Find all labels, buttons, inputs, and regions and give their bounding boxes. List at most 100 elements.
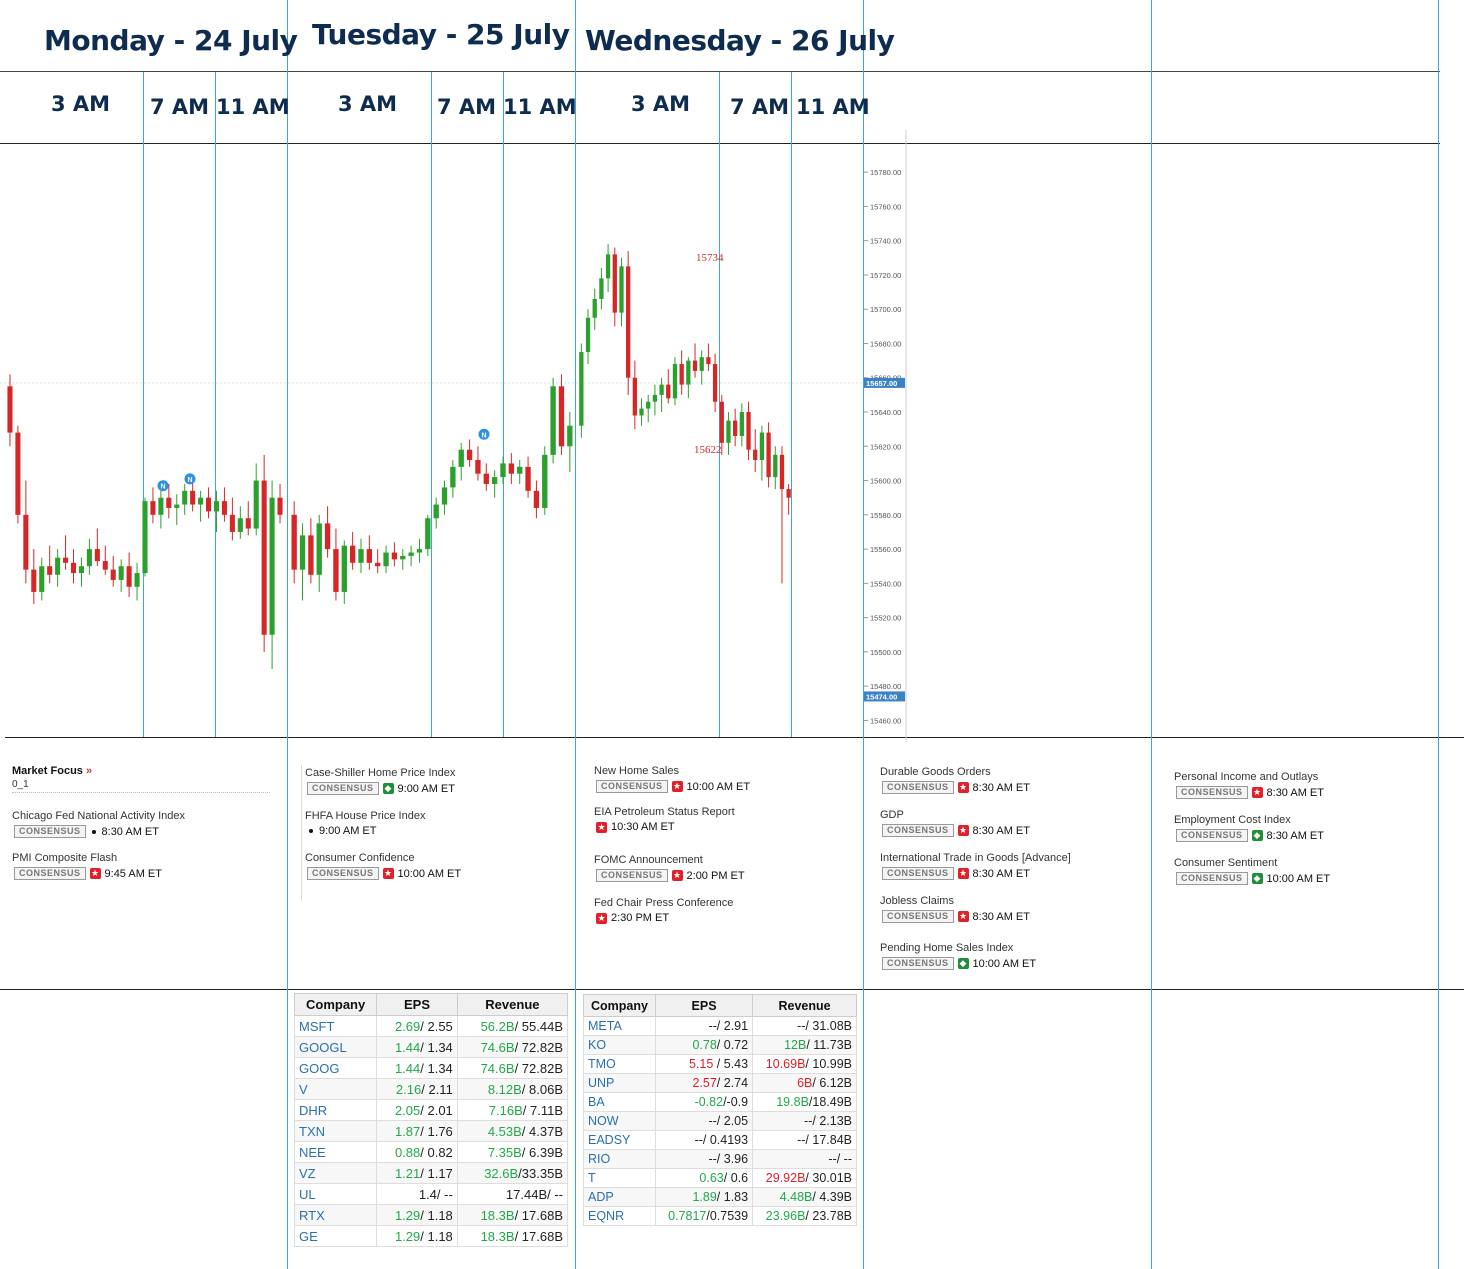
eps-estimate: / -- (436, 1186, 453, 1202)
y-tick-label: 15580.00 (870, 511, 901, 520)
day-title-monday: Monday - 24 July (44, 24, 298, 57)
candle-body (786, 489, 791, 498)
event-name[interactable]: Pending Home Sales Index (880, 942, 1014, 954)
event-name[interactable]: EIA Petroleum Status Report (594, 806, 735, 818)
ticker-link[interactable]: T (588, 1171, 596, 1185)
event-name[interactable]: Durable Goods Orders (880, 766, 991, 778)
consensus-button[interactable]: CONSENSUS (596, 869, 668, 882)
ticker-link[interactable]: V (299, 1081, 308, 1097)
consensus-button[interactable]: CONSENSUS (1176, 872, 1248, 885)
ticker-link[interactable]: NOW (588, 1114, 619, 1128)
ticker-link[interactable]: VZ (299, 1165, 316, 1181)
event-name[interactable]: International Trade in Goods [Advance] (880, 852, 1071, 864)
col-eps: EPS (376, 993, 458, 1016)
ticker-link[interactable]: EADSY (588, 1133, 631, 1147)
revenue-estimate: / 6.39B (521, 1144, 563, 1160)
event-name[interactable]: Consumer Sentiment (1174, 857, 1278, 869)
col-revenue: Revenue (752, 994, 857, 1017)
event-name[interactable]: Jobless Claims (880, 895, 954, 907)
time-label: 11 AM (216, 95, 290, 119)
eps-actual: 1.44 (394, 1060, 421, 1076)
candle-body (166, 497, 172, 508)
event-name[interactable]: Consumer Confidence (305, 852, 415, 864)
eps-estimate: / 2.05 (716, 1114, 749, 1128)
revenue-estimate: / 10.99B (805, 1057, 852, 1071)
consensus-button[interactable]: CONSENSUS (1176, 786, 1248, 799)
ticker-link[interactable]: UNP (588, 1076, 615, 1090)
consensus-button[interactable]: CONSENSUS (882, 957, 954, 970)
consensus-button[interactable]: CONSENSUS (307, 782, 379, 795)
candle-body (383, 552, 389, 567)
candle-body (55, 557, 61, 575)
candle-body (433, 504, 439, 519)
candle-body (63, 557, 69, 563)
eps-estimate: / 1.76 (420, 1123, 453, 1139)
revenue-actual: 29.92B (765, 1171, 806, 1185)
revenue-actual: -- (804, 1114, 813, 1128)
revenue-actual: 18.3B (480, 1207, 515, 1223)
candle-body (450, 466, 456, 488)
ticker-link[interactable]: ADP (588, 1190, 614, 1204)
event-name[interactable]: Employment Cost Index (1174, 814, 1291, 826)
ticker-link[interactable]: RIO (588, 1152, 611, 1166)
consensus-button[interactable]: CONSENSUS (307, 867, 379, 880)
ticker-link[interactable]: GE (299, 1228, 318, 1244)
revenue-estimate: / 7.11B (522, 1102, 563, 1118)
ticker-link[interactable]: MSFT (299, 1018, 335, 1034)
event-time: 8:30 AM ET (972, 781, 1030, 794)
ticker-link[interactable]: GOOG (299, 1060, 340, 1076)
day-separator (287, 0, 288, 1269)
event-name[interactable]: Case-Shiller Home Price Index (305, 767, 456, 779)
revenue-estimate: / 23.78B (805, 1209, 852, 1223)
consensus-button[interactable]: CONSENSUS (882, 824, 954, 837)
ticker-link[interactable]: DHR (299, 1102, 328, 1118)
consensus-button[interactable]: CONSENSUS (882, 910, 954, 923)
candle-body (550, 386, 556, 455)
event-time: 9:00 AM ET (397, 782, 455, 795)
y-tick-label: 15600.00 (870, 477, 901, 486)
ticker-link[interactable]: RTX (299, 1207, 325, 1223)
ticker-link[interactable]: KO (588, 1038, 607, 1052)
event-time: 10:00 AM ET (1266, 872, 1331, 885)
market-focus-header[interactable]: Market Focus » (12, 765, 92, 777)
event-name[interactable]: Chicago Fed National Activity Index (12, 810, 186, 822)
time-divider (0, 143, 1440, 144)
candle-body (341, 545, 347, 592)
market-focus-arrow-icon: » (85, 765, 93, 777)
consensus-button[interactable]: CONSENSUS (14, 867, 86, 880)
event-name[interactable]: FOMC Announcement (594, 854, 703, 866)
ticker-link[interactable]: META (588, 1019, 622, 1033)
ticker-link[interactable]: GOOGL (299, 1039, 347, 1055)
ticker-link[interactable]: UL (299, 1186, 316, 1202)
col-revenue: Revenue (456, 993, 569, 1016)
consensus-button[interactable]: CONSENSUS (882, 781, 954, 794)
consensus-button[interactable]: CONSENSUS (596, 780, 668, 793)
eps-estimate: / 1.34 (420, 1039, 453, 1055)
ticker-link[interactable]: NEE (299, 1144, 326, 1160)
revenue-actual: 7.35B (487, 1144, 522, 1160)
eps-estimate: / 3.96 (716, 1152, 749, 1166)
event-name[interactable]: Fed Chair Press Conference (594, 897, 734, 909)
event-name[interactable]: FHFA House Price Index (305, 810, 426, 822)
consensus-button[interactable]: CONSENSUS (14, 825, 86, 838)
col-company: Company (293, 993, 378, 1016)
candle-body (712, 364, 718, 402)
earnings-row: RTX 1.29/ 1.18 18.3B/ 17.68B (293, 1204, 569, 1226)
event-name[interactable]: New Home Sales (594, 765, 679, 777)
event-time: 2:00 PM ET (686, 869, 745, 882)
event-name[interactable]: Personal Income and Outlays (1174, 771, 1319, 783)
candle-body (391, 552, 398, 560)
ticker-link[interactable]: TXN (299, 1123, 325, 1139)
ticker-link[interactable]: TMO (588, 1057, 616, 1071)
candle-body (39, 566, 45, 592)
consensus-button[interactable]: CONSENSUS (1176, 829, 1248, 842)
eps-actual: -- (708, 1152, 717, 1166)
ticker-link[interactable]: BA (588, 1095, 605, 1109)
event-name[interactable]: GDP (880, 809, 904, 821)
event-details: CONSENSUS ★ 10:00 AM ET (596, 780, 750, 793)
event-name[interactable]: PMI Composite Flash (12, 852, 118, 864)
consensus-button[interactable]: CONSENSUS (882, 867, 954, 880)
low-price-label: 15474.00 (866, 692, 897, 701)
time-label: 3 AM (338, 92, 398, 116)
ticker-link[interactable]: EQNR (588, 1209, 625, 1223)
